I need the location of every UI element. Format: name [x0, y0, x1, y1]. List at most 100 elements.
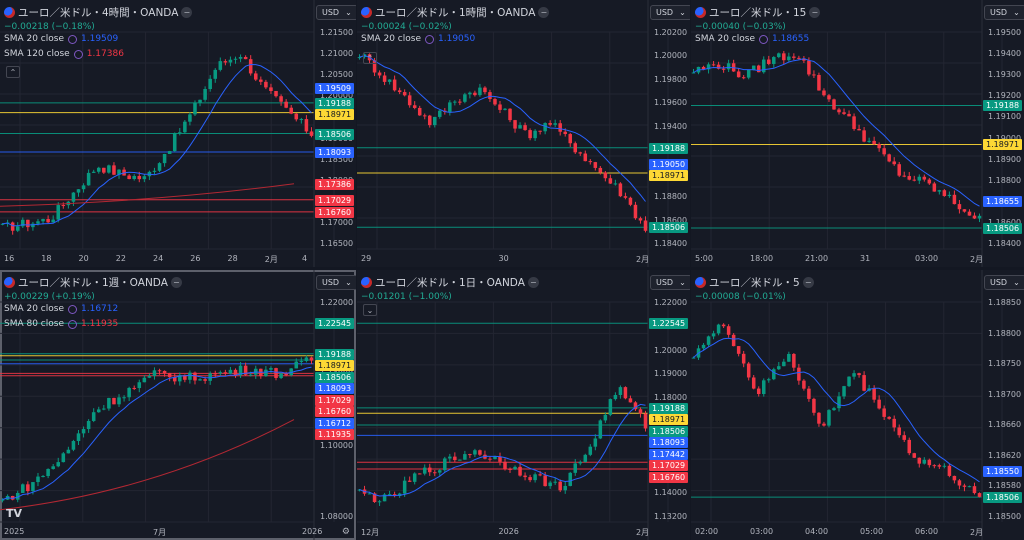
eye-icon[interactable] [759, 34, 768, 44]
price-label: 1.18971 [649, 170, 689, 182]
candle-body [877, 399, 881, 409]
currency-select[interactable]: USD ⌄ [984, 5, 1024, 20]
candle-body [253, 73, 258, 80]
minus-icon[interactable]: − [170, 277, 182, 288]
eye-icon[interactable] [68, 304, 77, 314]
chart-panel-p5[interactable]: ユーロ／米ドル・1日・OANDA − −0.01201 (−1.00%) ⌄ USD ⌄ 1… [357, 270, 690, 540]
chart-header[interactable]: ユーロ／米ドル・5− [695, 275, 814, 290]
currency-select[interactable]: USD ⌄ [984, 275, 1024, 290]
eye-icon[interactable] [68, 34, 77, 44]
collapse-legend-button[interactable]: ⌄ [363, 304, 377, 316]
price-label: 1.18971 [315, 109, 355, 121]
candle-body [91, 171, 96, 173]
candle-body [26, 484, 30, 492]
candle-body [608, 399, 613, 415]
indicator-value: 1.17386 [86, 49, 124, 59]
price-label: 1.18971 [649, 414, 689, 426]
chevron-down-icon: ⌄ [1013, 8, 1020, 17]
minus-icon[interactable]: − [802, 277, 814, 288]
candle-body [142, 176, 147, 180]
chart-header[interactable]: ユーロ／米ドル・15− [695, 5, 821, 20]
candle-body [568, 134, 572, 144]
chart-panel-p3[interactable]: ユーロ／米ドル・15− −0.00040 (−0.03%) SMA 20 close… [691, 0, 1024, 267]
candle-body [618, 387, 623, 396]
minus-icon[interactable]: − [538, 7, 550, 18]
price-tick: 1.16500 [320, 239, 354, 248]
indicator-legend[interactable]: SMA 20 close 1.19509 [4, 34, 118, 44]
sma20-line [693, 337, 980, 483]
candle-body [807, 388, 811, 399]
chart-panel-p6[interactable]: ユーロ／米ドル・5− −0.00008 (−0.01%) USD ⌄ 1.18850 1.… [691, 270, 1024, 540]
currency-select[interactable]: USD ⌄ [316, 275, 356, 290]
candle-body [942, 190, 947, 197]
chart-title: ユーロ／米ドル・1週・OANDA [18, 277, 168, 289]
indicator-legend[interactable]: SMA 20 close 1.19050 [361, 34, 475, 44]
currency-select[interactable]: USD ⌄ [650, 275, 690, 290]
candle-body [46, 219, 50, 223]
indicator-legend[interactable]: SMA 20 close 1.18655 [695, 34, 809, 44]
candle-body [453, 101, 457, 103]
candle-body [56, 205, 61, 220]
minus-icon[interactable]: − [809, 7, 821, 18]
time-tick: 5:00 [695, 254, 713, 263]
candle-body [736, 346, 741, 354]
chart-header[interactable]: ユーロ／米ドル・1週・OANDA − [4, 275, 182, 290]
candle-body [807, 60, 811, 75]
chart-panel-p4[interactable]: ユーロ／米ドル・1週・OANDA − +0.00229 (+0.19%) SMA 20… [0, 270, 356, 540]
time-tick: 2026 [498, 527, 519, 536]
time-tick: 31 [860, 254, 871, 263]
time-tick: 16 [4, 254, 15, 263]
candle-body [578, 152, 583, 154]
chart-header[interactable]: ユーロ／米ドル・1日・OANDA − [361, 275, 539, 290]
candle-body [852, 373, 856, 377]
candle-body [167, 373, 172, 378]
candle-body [157, 370, 162, 372]
candle-body [208, 373, 212, 381]
settings-gear-icon[interactable]: ⚙ [341, 527, 350, 537]
time-tick: 02:00 [695, 527, 719, 536]
currency-select[interactable]: USD ⌄ [650, 5, 690, 20]
collapse-legend-button[interactable]: ⌃ [363, 52, 377, 64]
eye-icon[interactable] [73, 49, 83, 59]
candle-body [573, 143, 578, 153]
candle-body [797, 367, 801, 381]
candle-body [817, 412, 821, 424]
indicator-legend[interactable]: SMA 20 close 1.16712 [4, 304, 118, 314]
chart-panel-p1[interactable]: ユーロ／米ドル・4時間・OANDA − −0.00218 (−0.18%) SMA 2… [0, 0, 356, 267]
eurusd-flag-icon [361, 277, 372, 288]
candle-body [598, 420, 603, 439]
chevron-down-icon: ⌄ [345, 8, 352, 17]
eye-icon[interactable] [68, 319, 77, 329]
candle-body [937, 190, 942, 192]
currency-select[interactable]: USD ⌄ [316, 5, 356, 20]
minus-icon[interactable]: − [527, 277, 539, 288]
candle-body [862, 130, 866, 142]
candle-body [902, 175, 906, 177]
candle-body [294, 361, 299, 369]
chart-header[interactable]: ユーロ／米ドル・4時間・OANDA − [4, 5, 193, 20]
price-label: 1.11935 [315, 429, 355, 441]
candle-body [178, 132, 182, 134]
candle-body [372, 493, 377, 503]
candle-body [947, 465, 952, 476]
minus-icon[interactable]: − [181, 7, 193, 18]
candle-body [882, 408, 886, 417]
chart-panel-p2[interactable]: ユーロ／米ドル・1時間・OANDA − −0.00024 (−0.02%) SMA 2… [357, 0, 690, 267]
indicator-legend[interactable]: SMA 80 close 1.11935 [4, 319, 118, 329]
candle-body [407, 95, 412, 106]
indicator-legend[interactable]: SMA 120 close 1.17386 [4, 49, 124, 59]
price-plot [691, 270, 1003, 540]
price-tick: 1.18800 [654, 192, 688, 202]
currency-label: USD [322, 278, 340, 287]
chart-header[interactable]: ユーロ／米ドル・1時間・OANDA − [361, 5, 550, 20]
price-label: 1.19188 [983, 100, 1023, 112]
price-label: 1.16760 [315, 406, 355, 418]
eye-icon[interactable] [425, 34, 434, 44]
collapse-legend-button[interactable]: ⌃ [6, 66, 20, 78]
candle-body [751, 377, 756, 389]
price-plot [357, 0, 669, 267]
candle-body [61, 205, 66, 207]
time-tick: 18:00 [750, 254, 774, 263]
candle-body [523, 125, 527, 131]
price-label: 1.16712 [315, 417, 355, 429]
